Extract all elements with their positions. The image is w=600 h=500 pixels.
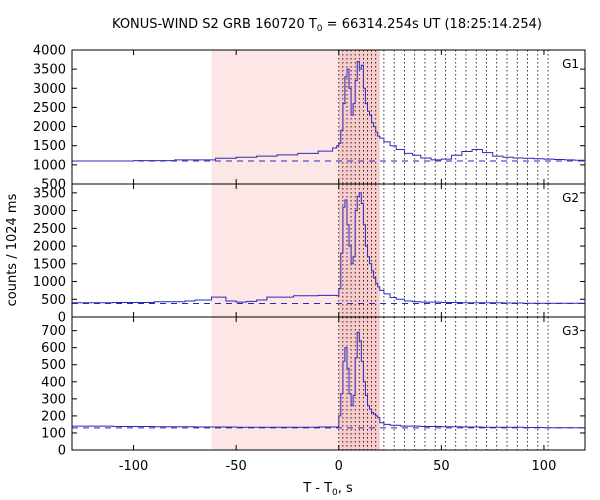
y-tick-label: 4000	[33, 44, 66, 59]
y-tick-label: 0	[58, 444, 66, 459]
y-tick-label: 1000	[33, 275, 66, 290]
y-tick-label: 2500	[33, 222, 66, 237]
y-tick-label: 3000	[33, 204, 66, 219]
shaded-interval	[338, 50, 380, 184]
y-tick-label: 2500	[33, 101, 66, 116]
lightcurve-series	[72, 192, 586, 304]
y-tick-label: 3500	[33, 186, 66, 201]
y-tick-label: 0	[58, 311, 66, 326]
panel-label: G2	[562, 191, 579, 205]
y-tick-label: 700	[41, 324, 66, 339]
y-tick-label: 400	[41, 375, 66, 390]
y-tick-label: 1500	[33, 257, 66, 272]
shaded-interval	[211, 184, 339, 317]
y-tick-label: 500	[41, 178, 66, 193]
x-tick-label: 100	[532, 459, 557, 474]
y-tick-label: 1000	[33, 158, 66, 173]
y-axis-label: counts / 1024 ms	[5, 193, 20, 306]
x-tick-label: -100	[119, 459, 149, 474]
x-tick-label: 50	[433, 459, 450, 474]
y-tick-label: 2000	[33, 120, 66, 135]
lightcurve-series	[72, 61, 586, 162]
panels-group: 5001000150020002500300035004000G10500100…	[33, 44, 586, 459]
chart-title: KONUS-WIND S2 GRB 160720 T0 = 66314.254s…	[112, 17, 542, 34]
y-tick-label: 200	[41, 409, 66, 424]
panel-label: G1	[562, 57, 579, 71]
shaded-interval	[211, 317, 339, 450]
y-tick-label: 1500	[33, 139, 66, 154]
panel-g1: 500 1000 1500 2000 2500 3000 3500 4000 G1	[33, 44, 586, 193]
panel-label: G3	[562, 324, 579, 338]
x-tick-label: -50	[226, 459, 247, 474]
y-tick-label: 300	[41, 392, 66, 407]
y-tick-label: 3000	[33, 82, 66, 97]
y-tick-label: 2000	[33, 240, 66, 255]
x-axis-label: T - T0, s	[302, 481, 353, 498]
y-tick-label: 600	[41, 341, 66, 356]
panel-frame	[71, 316, 586, 451]
y-tick-label: 100	[41, 426, 66, 441]
panel-g2: 0 500 1000 1500 2000 2500 3000 3500 G2	[33, 183, 586, 326]
shaded-interval	[211, 50, 339, 184]
x-tick-label: 0	[335, 459, 343, 474]
y-tick-label: 500	[41, 358, 66, 373]
panel-g3: 0 100 200 300 400 500 600 700 G3	[41, 316, 586, 459]
y-tick-label: 3500	[33, 63, 66, 78]
shaded-interval	[338, 184, 380, 317]
x-axis: -100 -50 0 50 100	[119, 459, 557, 474]
y-tick-label: 500	[41, 293, 66, 308]
lightcurve-series	[72, 331, 585, 429]
